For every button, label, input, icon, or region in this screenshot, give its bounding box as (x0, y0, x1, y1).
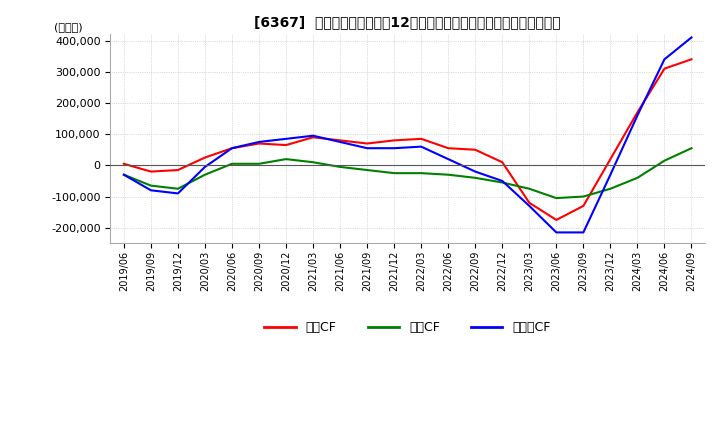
投資CF (390, 171, 398, 176)
フリーCF (633, 113, 642, 118)
営業CF (606, 157, 615, 162)
フリーCF (390, 146, 398, 151)
フリーCF (471, 169, 480, 174)
フリーCF (363, 146, 372, 151)
投資CF (309, 160, 318, 165)
Line: 営業CF: 営業CF (124, 59, 691, 220)
営業CF (282, 143, 290, 148)
フリーCF (444, 157, 453, 162)
営業CF (309, 135, 318, 140)
投資CF (660, 158, 669, 163)
営業CF (201, 155, 210, 160)
営業CF (552, 217, 561, 223)
フリーCF (228, 146, 236, 151)
フリーCF (174, 191, 182, 196)
Title: [6367]  キャッシュフローの12か月移動合計の対前年同期増減額の推移: [6367] キャッシュフローの12か月移動合計の対前年同期増減額の推移 (254, 15, 561, 29)
Legend: 営業CF, 投資CF, フリーCF: 営業CF, 投資CF, フリーCF (259, 316, 556, 340)
営業CF (417, 136, 426, 142)
フリーCF (417, 144, 426, 149)
営業CF (336, 138, 344, 143)
フリーCF (579, 230, 588, 235)
営業CF (255, 141, 264, 146)
投資CF (282, 157, 290, 162)
フリーCF (525, 203, 534, 209)
フリーCF (201, 164, 210, 169)
投資CF (687, 146, 696, 151)
投資CF (363, 167, 372, 172)
投資CF (633, 175, 642, 180)
営業CF (660, 66, 669, 71)
営業CF (525, 200, 534, 205)
フリーCF (687, 35, 696, 40)
投資CF (498, 180, 507, 185)
Line: フリーCF: フリーCF (124, 37, 691, 232)
フリーCF (606, 172, 615, 177)
営業CF (498, 160, 507, 165)
投資CF (174, 186, 182, 191)
営業CF (444, 146, 453, 151)
投資CF (552, 195, 561, 201)
フリーCF (282, 136, 290, 142)
投資CF (606, 186, 615, 191)
投資CF (201, 172, 210, 177)
営業CF (120, 161, 128, 166)
営業CF (687, 57, 696, 62)
投資CF (147, 183, 156, 188)
投資CF (525, 186, 534, 191)
投資CF (444, 172, 453, 177)
フリーCF (309, 133, 318, 138)
営業CF (633, 110, 642, 115)
営業CF (147, 169, 156, 174)
フリーCF (660, 57, 669, 62)
投資CF (471, 175, 480, 180)
Text: (百万円): (百万円) (55, 22, 83, 32)
フリーCF (255, 139, 264, 145)
営業CF (390, 138, 398, 143)
投資CF (228, 161, 236, 166)
営業CF (471, 147, 480, 152)
投資CF (417, 171, 426, 176)
営業CF (174, 167, 182, 172)
投資CF (579, 194, 588, 199)
フリーCF (147, 188, 156, 193)
営業CF (228, 146, 236, 151)
フリーCF (552, 230, 561, 235)
フリーCF (336, 139, 344, 145)
フリーCF (498, 178, 507, 183)
投資CF (255, 161, 264, 166)
営業CF (363, 141, 372, 146)
投資CF (120, 172, 128, 177)
投資CF (336, 164, 344, 169)
Line: 投資CF: 投資CF (124, 148, 691, 198)
営業CF (579, 203, 588, 209)
フリーCF (120, 172, 128, 177)
